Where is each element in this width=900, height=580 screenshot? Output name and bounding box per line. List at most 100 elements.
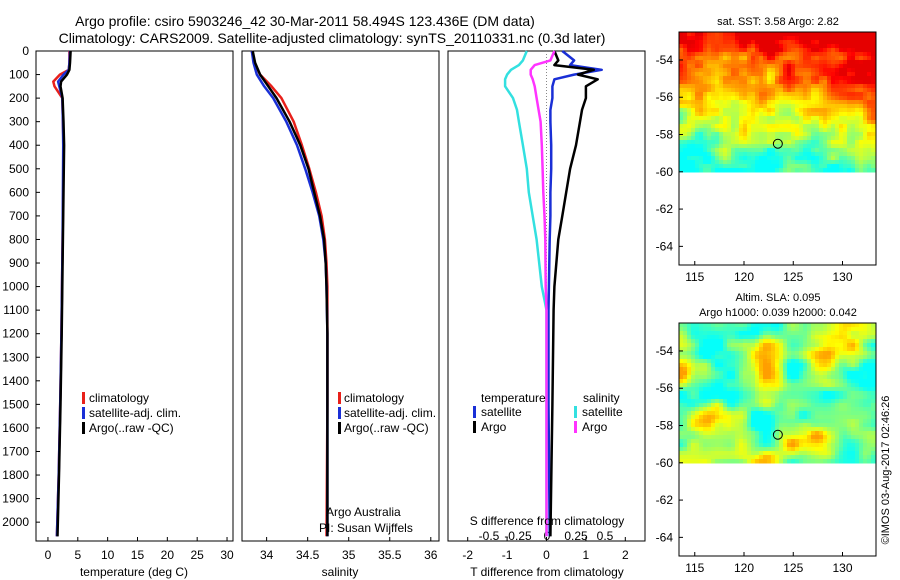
heatmap-cell — [775, 415, 780, 420]
heatmap-cell — [843, 148, 848, 153]
heatmap-cell — [823, 399, 828, 404]
heatmap-cell — [719, 351, 724, 356]
heatmap-cell — [851, 76, 856, 81]
heatmap-cell — [851, 327, 856, 332]
heatmap-cell — [799, 343, 804, 348]
heatmap-cell — [783, 144, 788, 149]
heatmap-cell — [715, 120, 720, 125]
heatmap-cell — [683, 447, 688, 452]
heatmap-cell — [859, 367, 864, 372]
heatmap-cell — [731, 363, 736, 368]
heatmap-cell — [843, 136, 848, 141]
heatmap-cell — [691, 128, 696, 133]
heatmap-cell — [783, 323, 788, 328]
heatmap-cell — [755, 443, 760, 448]
heatmap-cell — [683, 68, 688, 73]
heatmap-cell — [811, 407, 816, 412]
heatmap-cell — [739, 431, 744, 436]
heatmap-cell — [715, 80, 720, 85]
heatmap-cell — [843, 411, 848, 416]
heatmap-cell — [723, 335, 728, 340]
heatmap-cell — [831, 439, 836, 444]
heatmap-cell — [707, 60, 712, 65]
heatmap-cell — [827, 367, 832, 372]
heatmap-cell — [695, 76, 700, 81]
heatmap-cell — [803, 347, 808, 352]
heatmap-cell — [779, 88, 784, 93]
heatmap-cell — [735, 403, 740, 408]
heatmap-cell — [863, 335, 868, 340]
heatmap-cell — [823, 411, 828, 416]
heatmap-cell — [735, 68, 740, 73]
heatmap-cell — [751, 104, 756, 109]
heatmap-cell — [851, 411, 856, 416]
heatmap-cell — [759, 367, 764, 372]
heatmap-cell — [823, 132, 828, 137]
heatmap-cell — [735, 116, 740, 121]
heatmap-cell — [851, 399, 856, 404]
heatmap-cell — [727, 96, 732, 101]
heatmap-cell — [755, 431, 760, 436]
heatmap-cell — [699, 60, 704, 65]
heatmap-cell — [831, 411, 836, 416]
heatmap-cell — [855, 455, 860, 460]
heatmap-cell — [807, 112, 812, 117]
heatmap-cell — [743, 112, 748, 117]
heatmap-cell — [823, 148, 828, 153]
heatmap-cell — [695, 168, 700, 173]
heatmap-cell — [679, 112, 684, 117]
depth-tick-label: 500 — [9, 162, 29, 176]
heatmap-cell — [767, 84, 772, 89]
t-tick-label: -2 — [462, 548, 473, 562]
heatmap-cell — [687, 443, 692, 448]
heatmap-cell — [811, 423, 816, 428]
heatmap-cell — [811, 140, 816, 145]
heatmap-cell — [843, 76, 848, 81]
heatmap-cell — [847, 164, 852, 169]
heatmap-cell — [839, 80, 844, 85]
heatmap-cell — [819, 80, 824, 85]
heatmap-cell — [711, 72, 716, 77]
heatmap-cell — [791, 347, 796, 352]
heatmap-cell — [763, 415, 768, 420]
heatmap-cell — [775, 144, 780, 149]
heatmap-cell — [799, 60, 804, 65]
heatmap-cell — [743, 335, 748, 340]
heatmap-cell — [855, 144, 860, 149]
heatmap-cell — [683, 136, 688, 141]
heatmap-cell — [783, 459, 788, 464]
heatmap-cell — [843, 335, 848, 340]
heatmap-cell — [823, 327, 828, 332]
heatmap-cell — [755, 164, 760, 169]
heatmap-cell — [723, 443, 728, 448]
heatmap-cell — [819, 100, 824, 105]
heatmap-cell — [867, 168, 872, 173]
heatmap-cell — [707, 447, 712, 452]
heatmap-cell — [815, 40, 820, 45]
heatmap-cell — [851, 427, 856, 432]
heatmap-cell — [835, 92, 840, 97]
heatmap-cell — [763, 48, 768, 53]
heatmap-cell — [787, 403, 792, 408]
heatmap-cell — [771, 108, 776, 113]
heatmap-cell — [783, 403, 788, 408]
heatmap-cell — [703, 68, 708, 73]
heatmap-cell — [827, 132, 832, 137]
heatmap-cell — [719, 359, 724, 364]
heatmap-cell — [815, 355, 820, 360]
heatmap-cell — [787, 132, 792, 137]
heatmap-cell — [747, 371, 752, 376]
heatmap-cell — [691, 343, 696, 348]
heatmap-cell — [711, 52, 716, 57]
heatmap-cell — [743, 411, 748, 416]
heatmap-cell — [811, 76, 816, 81]
heatmap-cell — [799, 124, 804, 129]
heatmap-cell — [831, 128, 836, 133]
heatmap-cell — [679, 56, 684, 61]
heatmap-cell — [867, 148, 872, 153]
heatmap-cell — [799, 431, 804, 436]
heatmap-cell — [707, 407, 712, 412]
heatmap-cell — [779, 108, 784, 113]
heatmap-cell — [827, 327, 832, 332]
heatmap-cell — [851, 343, 856, 348]
